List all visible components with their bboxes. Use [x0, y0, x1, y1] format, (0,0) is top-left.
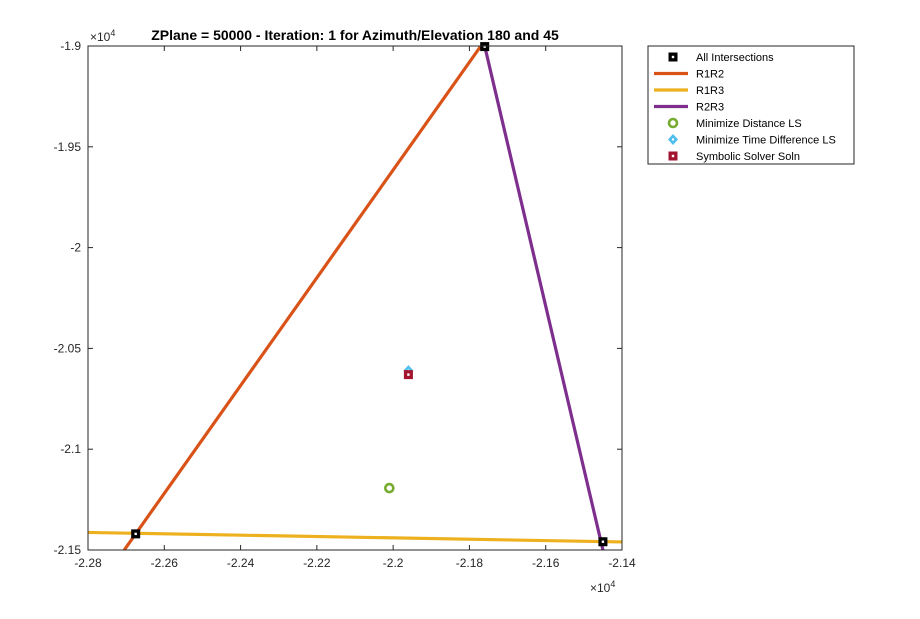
marker-all-intersections-1-center	[483, 45, 486, 48]
marker-all-intersections-2-center	[601, 540, 605, 543]
marker-symbolic-solver-soln-0-center	[407, 373, 410, 376]
legend-swatch-symbolic-solver-soln-center	[671, 154, 675, 158]
x-tick-label-0: -2.28	[74, 556, 102, 570]
legend-label-r2r3: R2R3	[696, 102, 724, 114]
series-group	[88, 46, 622, 550]
legend-label-minimize-time-difference-ls: Minimize Time Difference LS	[696, 135, 836, 147]
x-exponent-power: 4	[610, 579, 615, 589]
legend-label-r1r3: R1R3	[696, 85, 724, 97]
legend: All Intersections R1R2 R1R3 R2R3 Minimize Di…	[647, 45, 855, 165]
plot-frame	[87, 45, 623, 551]
x-tick-label-2: -2.24	[227, 556, 255, 570]
legend-label-all-intersections: All Intersections	[696, 52, 774, 64]
legend-label-minimize-distance-ls: Minimize Distance LS	[696, 118, 802, 130]
y-tick-label-1: -1.95	[54, 140, 82, 154]
legend-label-r1r2: R1R2	[696, 69, 724, 81]
x-tick-label-1: -2.26	[151, 556, 179, 570]
legend-swatch-all-intersections-center	[671, 55, 675, 59]
legend-swatch-minimize-distance-ls	[667, 117, 679, 129]
marker-minimize-distance-ls-0	[384, 482, 395, 494]
legend-swatch-minimize-time-difference-ls-center	[671, 138, 675, 141]
y-tick-label-3: -2.05	[54, 341, 82, 355]
x-exponent-base: ×10	[590, 581, 611, 595]
y-tick-label-5: -2.15	[54, 543, 82, 557]
x-tick-label-7: -2.14	[608, 556, 636, 570]
y-tick-label-2: -2	[70, 241, 81, 255]
chart-title: ZPlane = 50000 - Iteration: 1 for Azimut…	[151, 27, 559, 43]
y-exponent-power: 4	[110, 28, 115, 38]
y-tick-label-0: -1.9	[60, 39, 81, 53]
x-tick-label-5: -2.18	[456, 556, 484, 570]
plot-layer	[88, 42, 622, 550]
series-line-r2r3	[483, 46, 605, 550]
y-tick-label-4: -2.1	[60, 442, 81, 456]
x-tick-label-4: -2.2	[383, 556, 404, 570]
marker-all-intersections-0-center	[134, 532, 137, 536]
series-line-r1r2	[122, 46, 483, 550]
legend-label-symbolic-solver-soln: Symbolic Solver Soln	[696, 151, 800, 163]
y-exponent-base: ×10	[90, 30, 111, 44]
y-exponent: ×104	[90, 28, 115, 44]
ticks-layer: -2.28 -2.26 -2.24 -2.22 -2.2 -2.18 -2.16 -2.14 -…	[54, 39, 636, 570]
x-tick-label-3: -2.22	[303, 556, 331, 570]
x-exponent: ×104	[590, 579, 615, 595]
series-line-r1r3	[88, 530, 622, 544]
x-tick-label-6: -2.16	[532, 556, 560, 570]
